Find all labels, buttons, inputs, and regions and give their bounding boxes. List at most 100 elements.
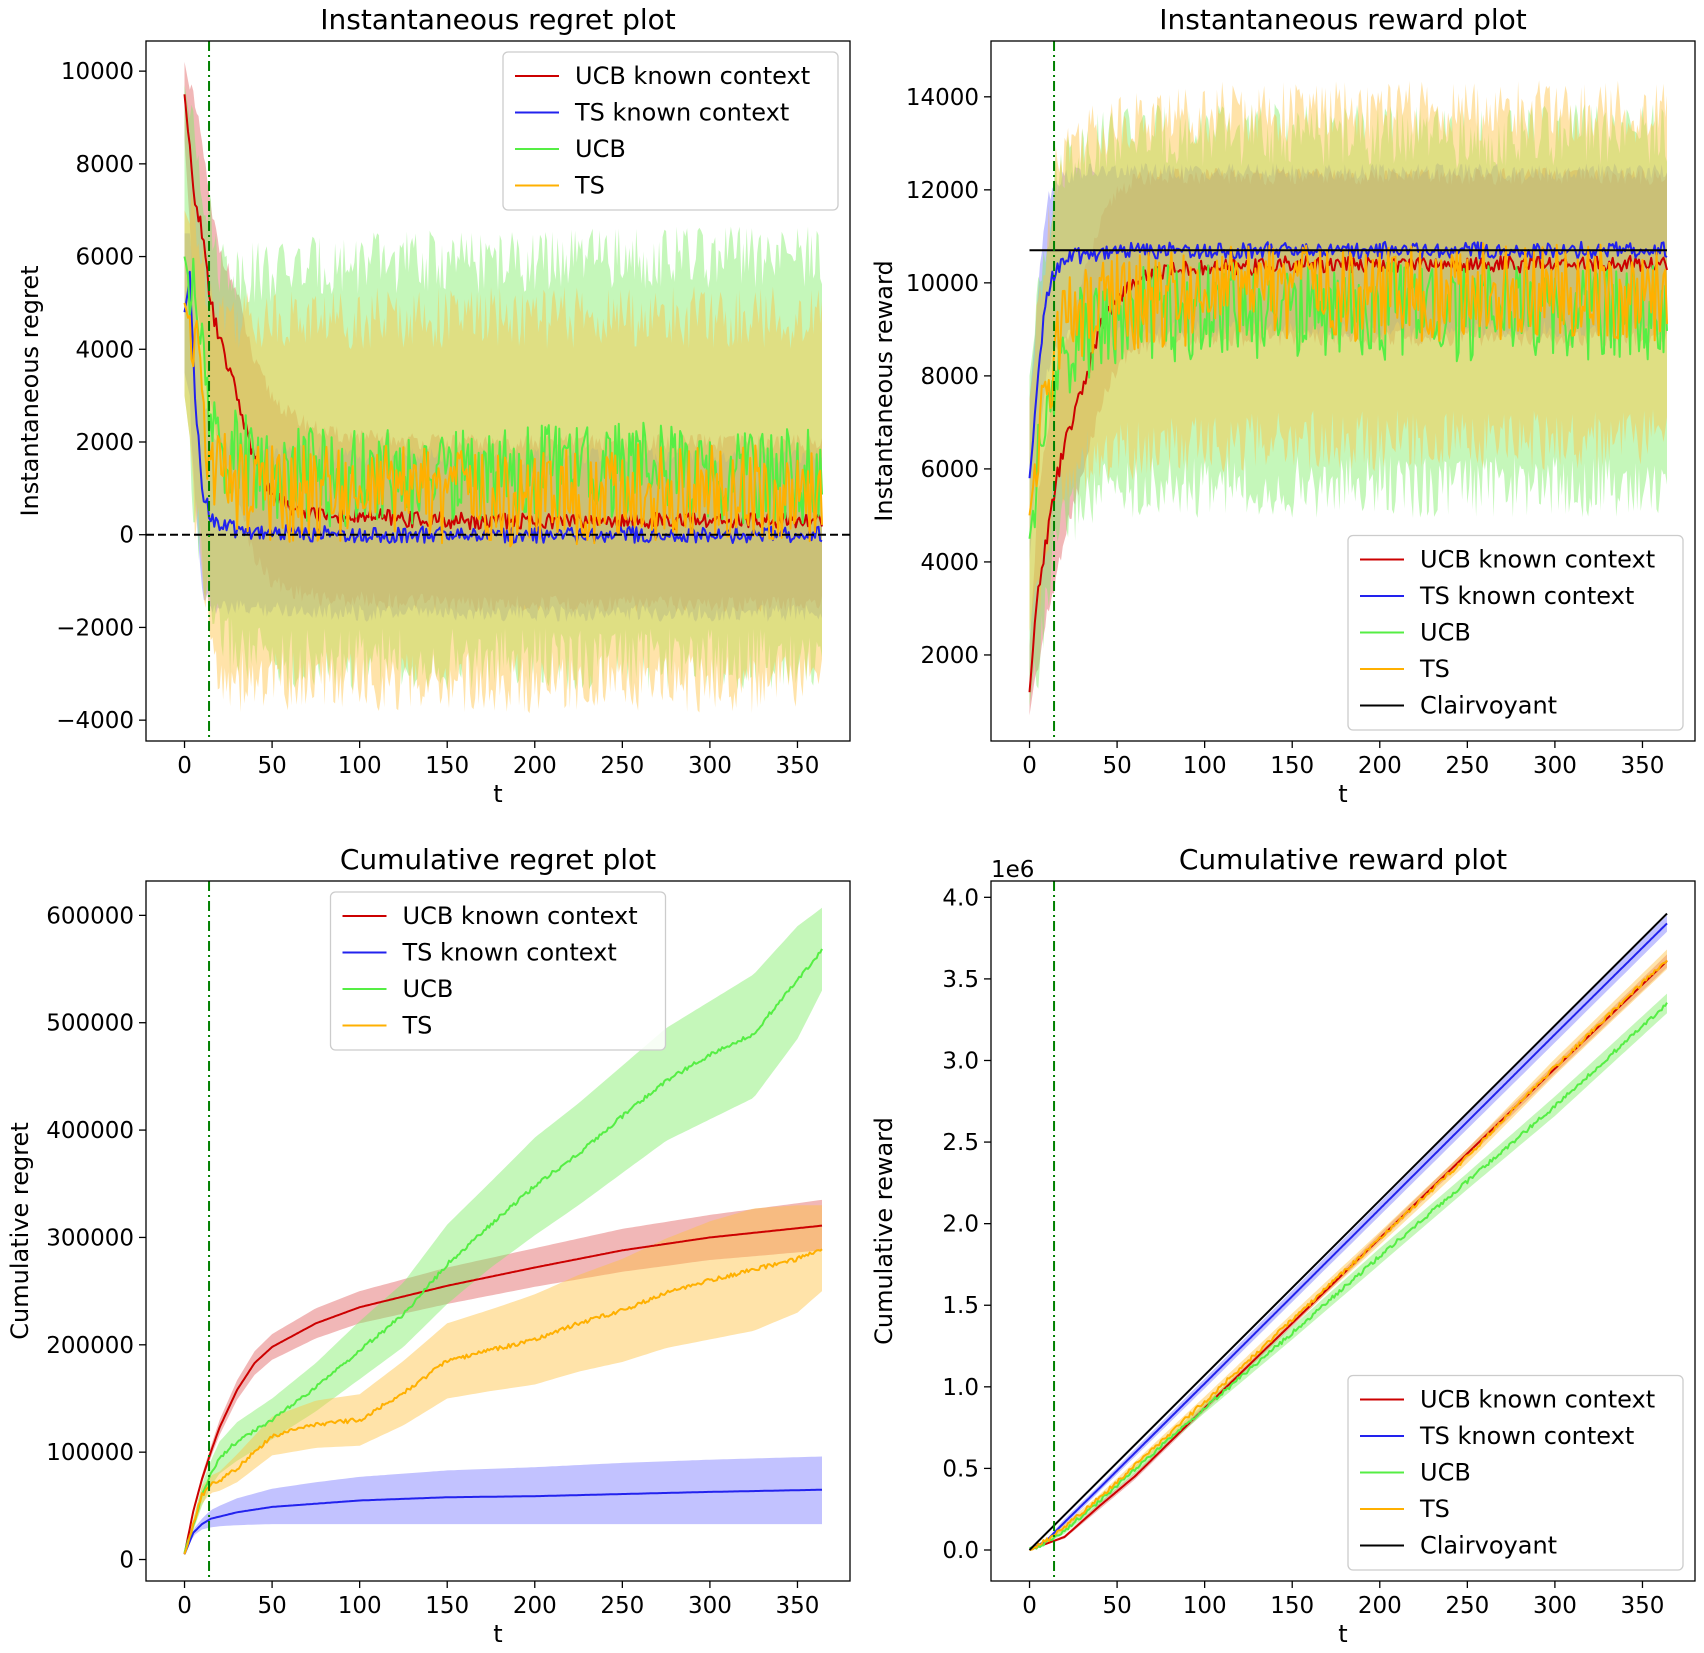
band-ts (184, 1205, 822, 1556)
y-tick-label: 8000 (920, 364, 979, 390)
x-axis-label: t (493, 1620, 502, 1648)
y-axis-label: Cumulative regret (6, 1122, 34, 1339)
x-tick-label: 350 (1621, 753, 1665, 779)
legend: UCB known context TS known context UCB TS Cl… (1347, 1374, 1684, 1571)
y-axis-label: Instantaneous regret (16, 265, 44, 516)
legend-entry: TS known context (1419, 1422, 1634, 1450)
y-tick-label: −2000 (56, 615, 134, 641)
x-tick-label: 250 (1445, 753, 1489, 779)
plot-area (1028, 41, 1668, 741)
y-tick-label: 4.0 (942, 885, 979, 911)
chart-title: Cumulative reward plot (1179, 843, 1507, 876)
x-tick-label: 50 (1102, 753, 1131, 779)
y-tick-label: 1.0 (942, 1375, 979, 1401)
axes-frame (990, 880, 1696, 1582)
y-axis-label: Instantaneous reward (870, 260, 898, 521)
panel-3: 0 50 100 150 200 250 300 350 0 100000 200000 300000… (6, 843, 851, 1648)
legend-entry: TS (1419, 655, 1450, 683)
legend-box (1347, 1374, 1684, 1571)
legend-entry: UCB (575, 135, 626, 163)
legend-entry: UCB (1420, 1459, 1471, 1487)
line-ucb (1029, 1002, 1668, 1550)
legend-box (502, 51, 839, 211)
x-tick-label: 350 (1621, 1593, 1665, 1619)
chart-title: Cumulative regret plot (340, 843, 656, 876)
x-tick-label: 150 (425, 753, 469, 779)
legend: UCB known context TS known context UCB TS (502, 51, 839, 211)
y-axis-label: Cumulative reward (870, 1117, 898, 1345)
x-tick-label: 300 (1533, 753, 1577, 779)
y-tick-label: 1.5 (942, 1293, 979, 1319)
y-tick-label: 6000 (75, 245, 134, 271)
legend-entry: TS known context (1419, 582, 1634, 610)
x-tick-label: 100 (1183, 753, 1227, 779)
y-tick-label: 200000 (46, 1333, 134, 1359)
line-ts-known-context (1029, 922, 1668, 1551)
x-tick-label: 150 (425, 1593, 469, 1619)
y-tick-label: 10000 (61, 59, 134, 85)
legend-entry: TS (402, 1012, 433, 1040)
x-tick-label: 350 (776, 1593, 820, 1619)
x-tick-label: 50 (257, 753, 286, 779)
y-tick-label: 0 (119, 523, 134, 549)
panel-4: 0 50 100 150 200 250 300 350 0.0 0.5 1.0 1.5 2.0 2.5 3… (870, 843, 1696, 1648)
legend-entry: TS known context (402, 939, 617, 967)
y-tick-label: 600000 (46, 903, 134, 929)
plot-area (183, 881, 823, 1581)
y-tick-label: 100000 (46, 1440, 134, 1466)
y-tick-label: 2.5 (942, 1130, 979, 1156)
y-tick-label: 10000 (906, 271, 979, 297)
x-tick-label: 200 (1358, 753, 1402, 779)
x-tick-label: 0 (1022, 1593, 1037, 1619)
legend: UCB known context TS known context UCB TS (329, 891, 667, 1051)
chart-title: Instantaneous regret plot (320, 3, 676, 36)
line-ts (1029, 959, 1668, 1552)
y-tick-label: 8000 (75, 152, 134, 178)
y-tick-label: 14000 (906, 85, 979, 111)
y-multiplier-label: 1e6 (991, 857, 1034, 883)
x-tick-label: 150 (1270, 753, 1314, 779)
x-tick-label: 250 (1445, 1593, 1489, 1619)
band-ucb-known-context (184, 1199, 822, 1555)
line-ucb (183, 948, 823, 1553)
legend-entry: UCB known context (1420, 546, 1655, 574)
y-tick-label: 12000 (906, 178, 979, 204)
y-tick-label: 2.0 (942, 1212, 979, 1238)
y-tick-label: 300000 (46, 1225, 134, 1251)
band-ucb (184, 907, 822, 1556)
legend-entry: TS (1419, 1495, 1450, 1523)
line-ucb-known-context (183, 1224, 823, 1555)
y-tick-label: 3.0 (942, 1048, 979, 1074)
x-tick-label: 200 (1358, 1593, 1402, 1619)
band-ts (1029, 80, 1667, 632)
plot-area (1028, 881, 1668, 1581)
panel-1: 0 50 100 150 200 250 300 350 −4000 −2000 0 2000 4000… (16, 3, 851, 808)
x-tick-label: 250 (600, 1593, 644, 1619)
x-tick-label: 0 (177, 753, 192, 779)
axes-frame (990, 40, 1696, 742)
x-tick-label: 100 (338, 753, 382, 779)
x-axis-label: t (1338, 780, 1347, 808)
y-tick-label: 2000 (920, 643, 979, 669)
x-tick-label: 300 (1533, 1593, 1577, 1619)
legend-entry: Clairvoyant (1420, 1532, 1557, 1560)
y-tick-label: 0.0 (942, 1538, 979, 1564)
y-tick-label: 400000 (46, 1118, 134, 1144)
x-tick-label: 250 (600, 753, 644, 779)
legend-entry: TS known context (574, 99, 789, 127)
x-axis-label: t (493, 780, 502, 808)
line-ts (183, 1248, 823, 1555)
line-clairvoyant (1028, 912, 1668, 1551)
y-tick-label: 2000 (75, 430, 134, 456)
y-tick-label: 4000 (920, 550, 979, 576)
x-tick-label: 50 (1102, 1593, 1131, 1619)
legend-entry: UCB known context (1420, 1386, 1655, 1414)
legend-entry: UCB known context (575, 62, 810, 90)
line-ts (1028, 242, 1668, 516)
legend-entry: TS (574, 172, 605, 200)
x-tick-label: 200 (513, 753, 557, 779)
x-tick-label: 150 (1270, 1593, 1314, 1619)
plot-area (146, 41, 850, 741)
legend-entry: UCB (403, 975, 454, 1003)
